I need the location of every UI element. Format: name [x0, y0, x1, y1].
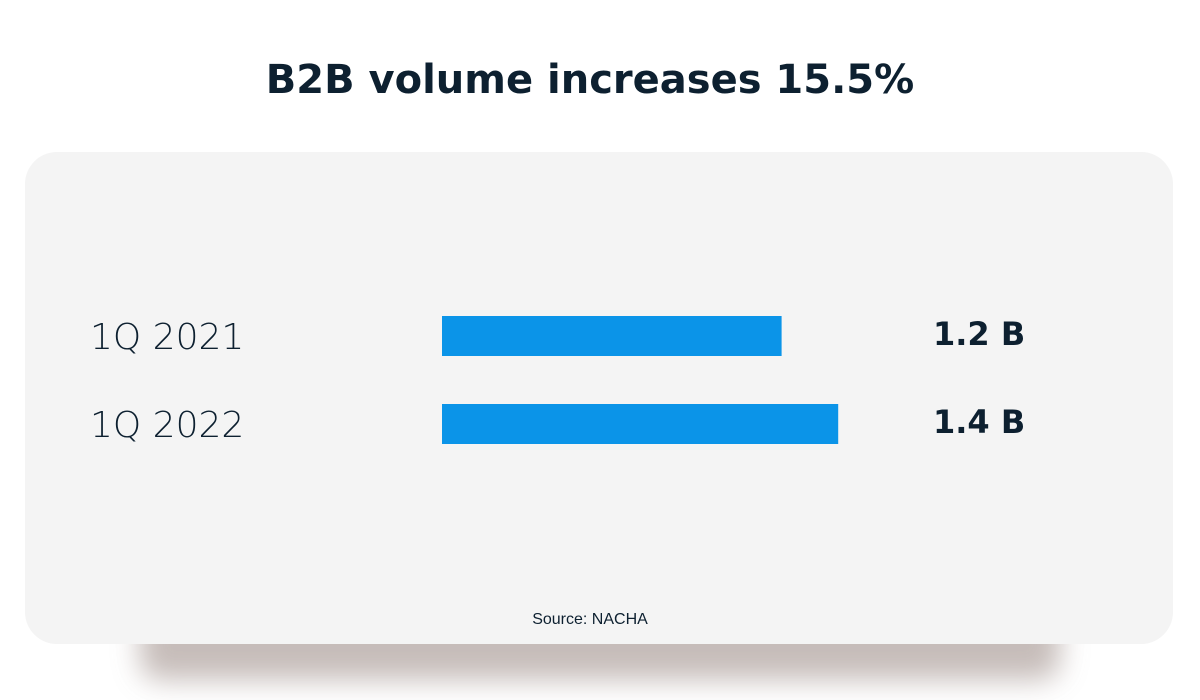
category-label: 1Q 2021 — [90, 317, 244, 358]
category-label: 1Q 2022 — [90, 405, 244, 446]
value-label: 1.2 B — [933, 315, 1025, 353]
value-label: 1.4 B — [933, 403, 1025, 441]
card — [25, 152, 1173, 644]
bar — [442, 404, 839, 444]
bar — [442, 316, 782, 356]
chart-title: B2B volume increases 15.5% — [266, 57, 914, 103]
source: Source: NACHA — [532, 611, 648, 628]
